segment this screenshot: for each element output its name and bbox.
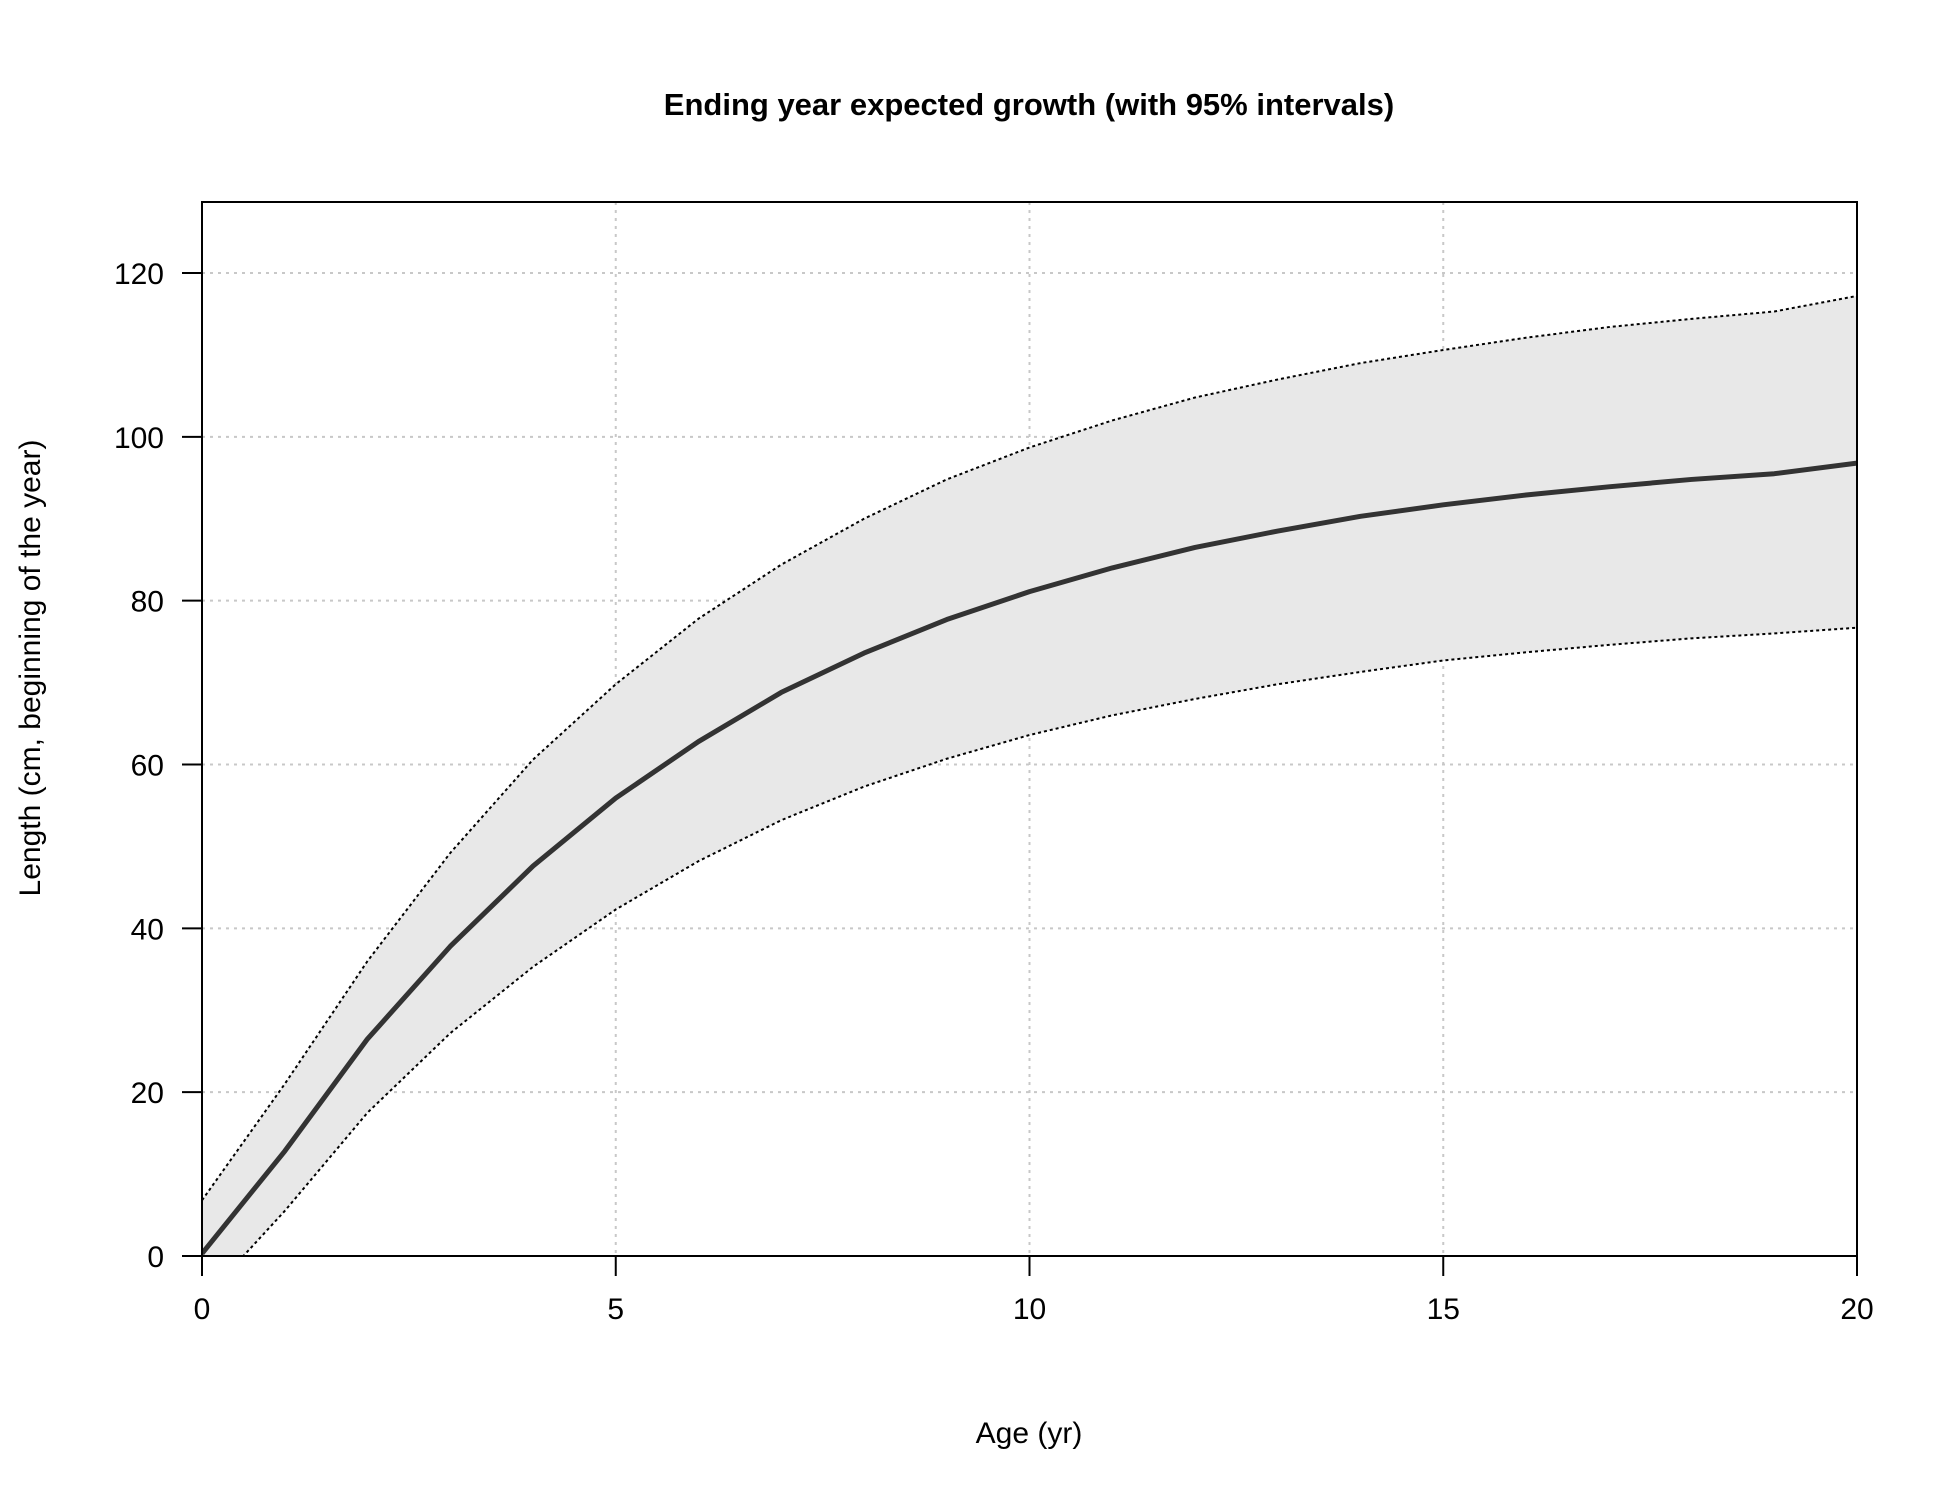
- x-tick-label: 0: [194, 1293, 211, 1326]
- y-tick-label: 20: [131, 1077, 164, 1110]
- interval-band: [202, 295, 1857, 1256]
- x-axis-label: Age (yr): [976, 1417, 1083, 1450]
- y-tick-label: 120: [114, 258, 164, 291]
- expected-growth-line: [202, 460, 1857, 1256]
- plot-data: [202, 294, 1857, 1256]
- y-tick-label: 100: [114, 422, 164, 455]
- x-tick-label: 10: [1013, 1293, 1046, 1326]
- x-tick-label: 5: [607, 1293, 624, 1326]
- x-tick-label: 20: [1840, 1293, 1873, 1326]
- y-tick-label: 0: [147, 1241, 164, 1274]
- chart-title: Ending year expected growth (with 95% in…: [664, 87, 1394, 122]
- y-tick-label: 60: [131, 750, 164, 783]
- upper-interval-line: [202, 294, 1857, 1201]
- y-axis-label: Length (cm, beginning of the year): [14, 440, 47, 897]
- axes: 0 5 10 15 20 0 20 40 60 80 100 120: [114, 258, 1874, 1326]
- y-tick-label: 40: [131, 913, 164, 946]
- x-tick-label: 15: [1427, 1293, 1460, 1326]
- y-tick-label: 80: [131, 586, 164, 619]
